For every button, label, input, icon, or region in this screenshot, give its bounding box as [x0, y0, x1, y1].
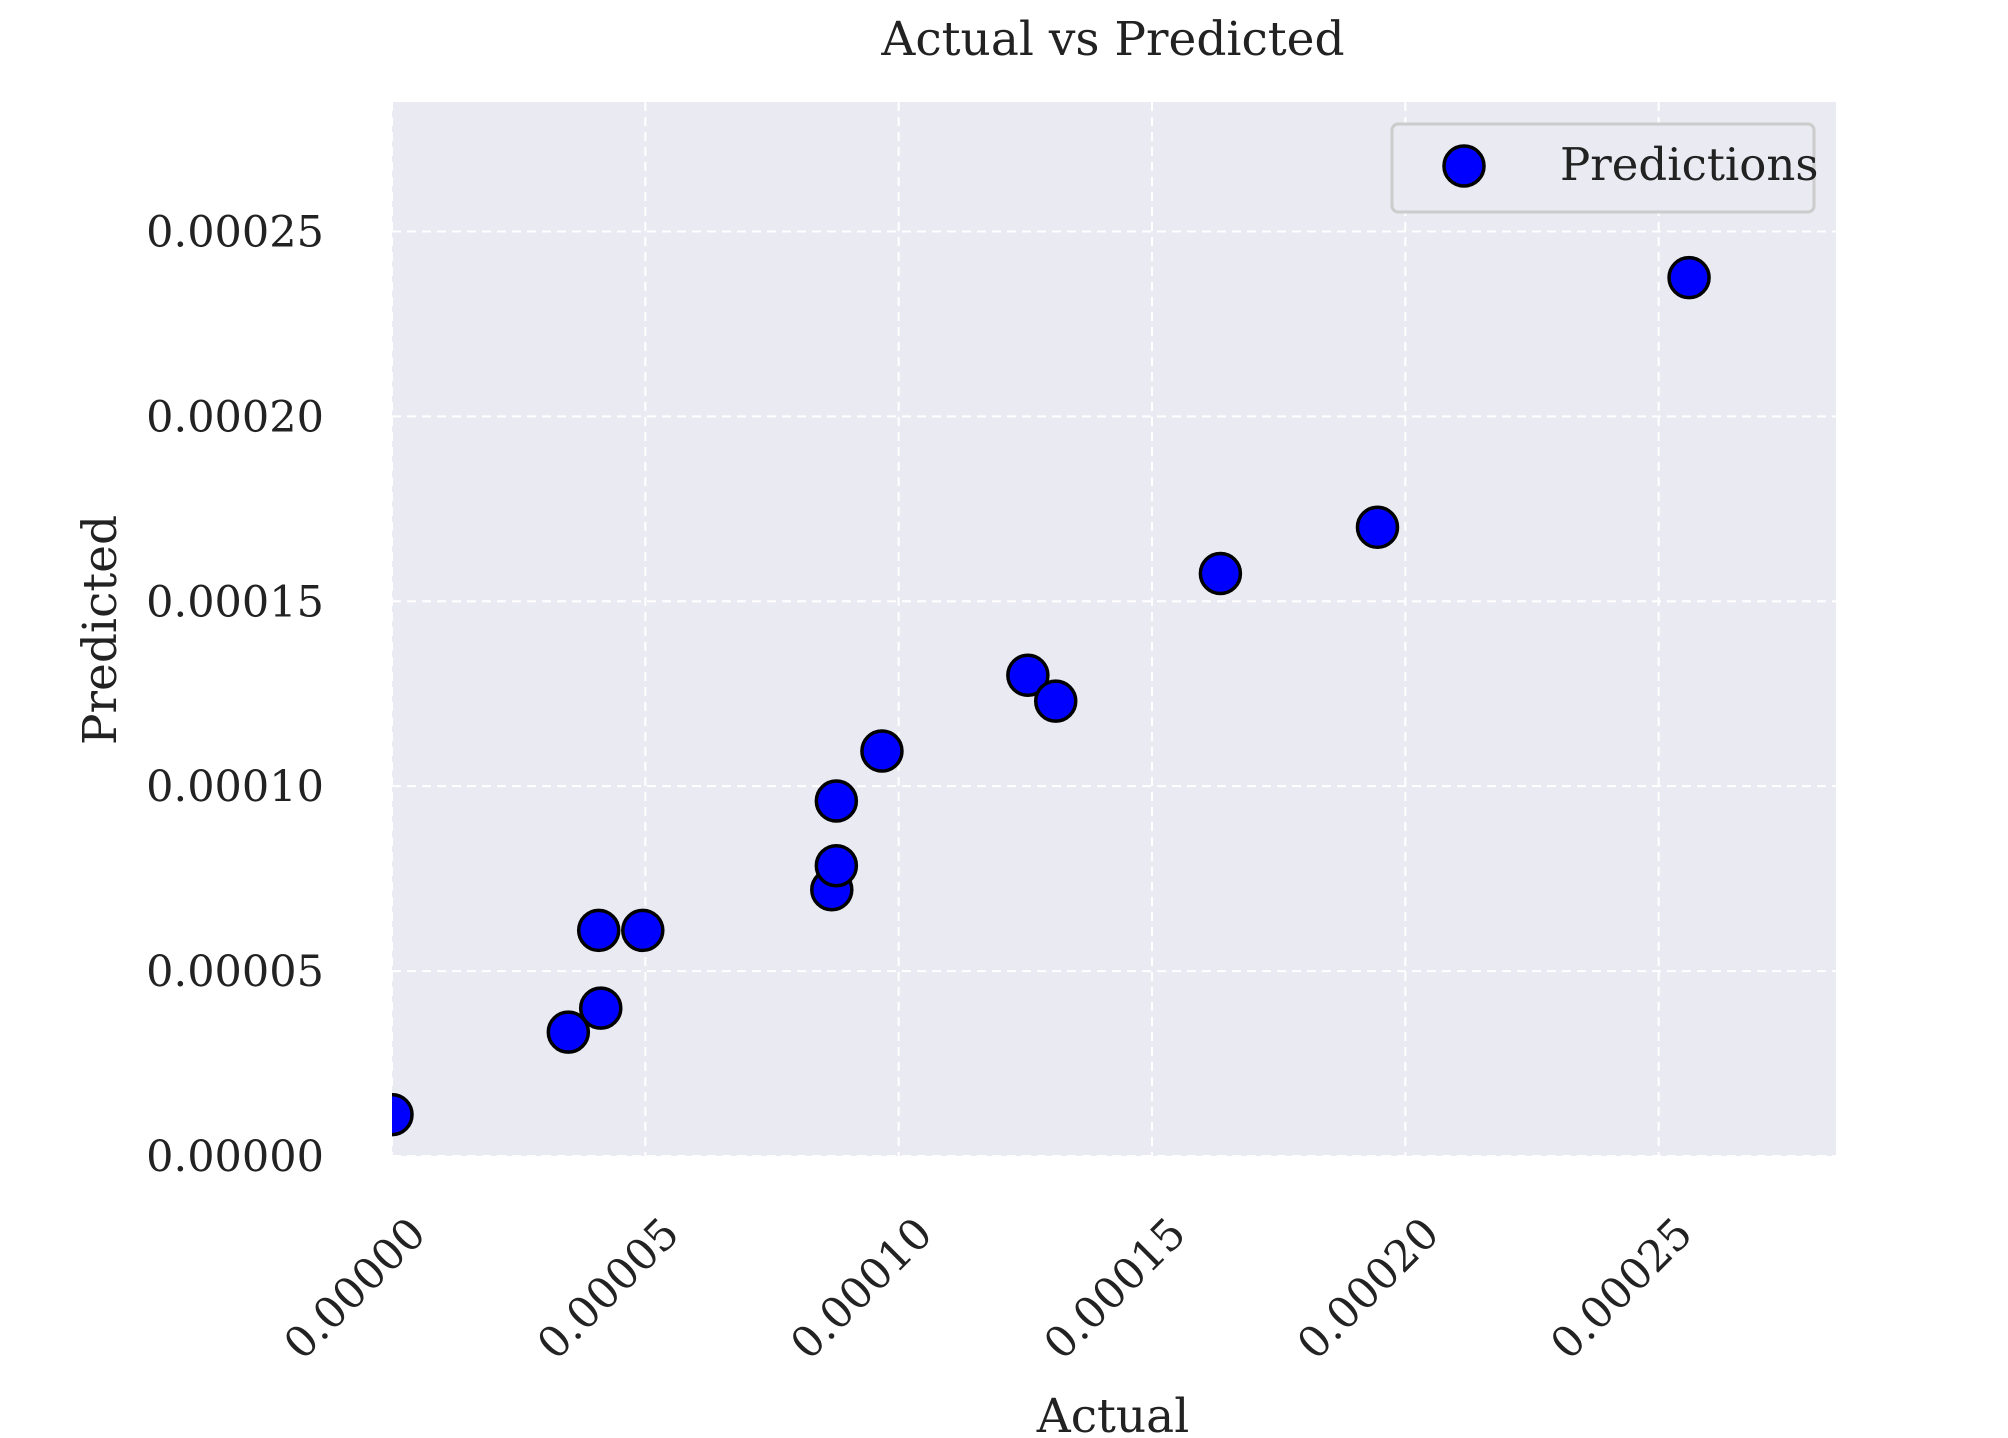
y-tick-label: 0.00015 — [146, 577, 324, 627]
data-point — [814, 779, 859, 823]
data-point — [814, 843, 859, 888]
legend: Predictions — [1390, 122, 1818, 214]
y-tick-label: 0.00005 — [146, 947, 324, 997]
data-point — [1198, 551, 1243, 596]
data-point — [576, 908, 621, 953]
data-point — [392, 1092, 414, 1137]
y-tick-label: 0.00010 — [146, 762, 324, 812]
x-tick-label: 0.00025 — [1541, 1208, 1702, 1369]
data-point — [1667, 255, 1711, 300]
x-axis-label: Actual — [1036, 1389, 1189, 1438]
data-point — [1033, 679, 1078, 723]
x-axis-ticks: 0.00000 0.00005 0.00010 0.00015 0.00020 0.000… — [275, 1208, 1703, 1369]
data-point — [860, 729, 904, 773]
legend-marker — [1442, 144, 1486, 188]
grid-lines — [391, 102, 1836, 1157]
plot-area — [392, 102, 1836, 1156]
x-tick-label: 0.00000 — [275, 1208, 436, 1369]
y-axis-ticks: 0.00000 0.00005 0.00010 0.00015 0.00020 0.000… — [146, 207, 324, 1182]
y-tick-label: 0.00020 — [146, 392, 324, 442]
legend-box — [1390, 122, 1816, 214]
data-point — [578, 986, 623, 1030]
chart-title: Actual vs Predicted — [880, 12, 1344, 67]
data-point — [546, 1010, 591, 1054]
x-tick-label: 0.00010 — [781, 1208, 942, 1369]
data-point — [1006, 653, 1050, 697]
x-tick-label: 0.00020 — [1288, 1208, 1449, 1369]
x-tick-label: 0.00005 — [528, 1208, 689, 1369]
data-point — [1355, 505, 1400, 550]
y-axis-label: Predicted — [73, 515, 128, 745]
x-tick-label: 0.00015 — [1035, 1208, 1196, 1369]
y-tick-label: 0.00025 — [146, 207, 324, 257]
legend-label: Predictions — [1560, 138, 1818, 191]
data-point — [621, 908, 665, 953]
data-points — [392, 255, 1711, 1137]
y-tick-label: 0.00000 — [146, 1132, 324, 1182]
